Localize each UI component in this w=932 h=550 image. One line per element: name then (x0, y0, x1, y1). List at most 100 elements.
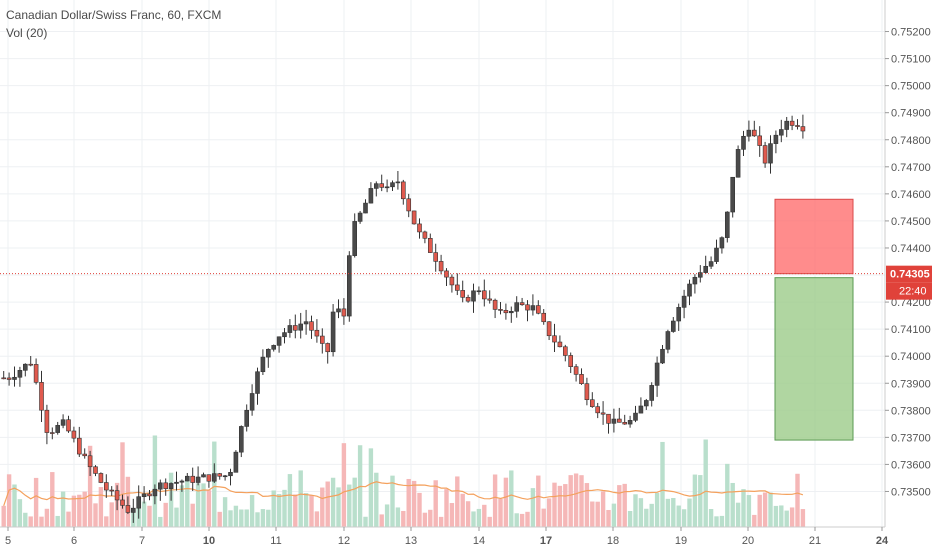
candle[interactable] (1, 377, 7, 380)
candle[interactable] (87, 455, 93, 468)
candle[interactable] (681, 295, 687, 308)
take-profit-zone[interactable] (774, 277, 854, 441)
candle[interactable] (22, 363, 28, 371)
candle[interactable] (147, 493, 152, 497)
candle[interactable] (417, 223, 422, 233)
candle[interactable] (400, 181, 406, 200)
candle[interactable] (309, 321, 314, 331)
candle[interactable] (703, 265, 709, 273)
candle[interactable] (546, 321, 552, 337)
candle[interactable] (109, 489, 114, 492)
candle[interactable] (638, 405, 644, 414)
candle[interactable] (368, 188, 374, 204)
candle[interactable] (390, 182, 395, 188)
candle[interactable] (136, 496, 141, 509)
candle[interactable] (152, 488, 158, 497)
candle[interactable] (373, 183, 379, 189)
candle[interactable] (751, 129, 757, 137)
candle[interactable] (44, 409, 50, 433)
candle[interactable] (190, 475, 195, 483)
candle[interactable] (222, 475, 228, 478)
candle[interactable] (298, 323, 304, 331)
candle[interactable] (212, 473, 217, 482)
candle[interactable] (687, 283, 692, 297)
candle[interactable] (724, 211, 730, 238)
volume-indicator-label[interactable]: Vol (20) (6, 26, 48, 40)
candle[interactable] (260, 356, 266, 373)
candle[interactable] (352, 221, 358, 256)
candle[interactable] (438, 261, 444, 272)
candle[interactable] (465, 297, 471, 302)
candle[interactable] (589, 399, 595, 407)
candle[interactable] (131, 507, 136, 513)
candle[interactable] (276, 336, 282, 346)
candle[interactable] (330, 311, 336, 353)
candle[interactable] (535, 305, 541, 314)
candle[interactable] (622, 422, 628, 425)
candle[interactable] (708, 261, 714, 267)
candle[interactable] (714, 247, 719, 262)
candle[interactable] (12, 376, 17, 380)
candle[interactable] (228, 472, 233, 477)
candle[interactable] (541, 312, 547, 323)
candle[interactable] (239, 426, 244, 453)
candle[interactable] (627, 420, 633, 425)
candle[interactable] (195, 476, 201, 483)
candle[interactable] (660, 348, 665, 364)
candle[interactable] (557, 341, 563, 348)
candle[interactable] (77, 437, 82, 455)
candle[interactable] (773, 134, 779, 144)
candle[interactable] (314, 329, 320, 337)
candle[interactable] (395, 181, 401, 184)
candle[interactable] (530, 305, 536, 311)
candle[interactable] (611, 418, 617, 424)
candle[interactable] (514, 302, 520, 312)
candle[interactable] (795, 125, 800, 127)
candle[interactable] (319, 335, 325, 344)
candle[interactable] (616, 418, 622, 423)
candle[interactable] (71, 430, 77, 439)
candle[interactable] (741, 135, 746, 150)
candle[interactable] (643, 400, 649, 407)
candle[interactable] (125, 505, 131, 513)
candle[interactable] (481, 290, 487, 300)
candle[interactable] (28, 363, 34, 366)
candle[interactable] (406, 198, 412, 212)
candle[interactable] (460, 290, 466, 298)
candle[interactable] (697, 272, 703, 278)
candle[interactable] (730, 176, 736, 213)
candle[interactable] (595, 406, 601, 414)
price-axis[interactable]: 0.75200 0.75100 0.75000 0.74900 0.74800 0.747… (885, 27, 931, 499)
candle[interactable] (384, 186, 390, 189)
candle[interactable] (665, 331, 671, 350)
candle[interactable] (265, 348, 271, 358)
candle[interactable] (757, 135, 763, 146)
candle[interactable] (114, 490, 120, 501)
candle[interactable] (519, 302, 525, 306)
stop-loss-zone[interactable] (774, 198, 854, 275)
candle[interactable] (341, 308, 347, 317)
candle[interactable] (573, 366, 579, 375)
time-axis[interactable]: 5 6 7 10 11 12 13 14 17 18 19 20 21 24 (5, 527, 889, 547)
candle[interactable] (606, 413, 611, 424)
candle[interactable] (800, 126, 806, 132)
candle[interactable] (768, 143, 773, 164)
candle[interactable] (735, 149, 741, 178)
candle[interactable] (39, 382, 44, 411)
candle[interactable] (498, 309, 503, 311)
candle[interactable] (584, 383, 590, 401)
candle[interactable] (379, 183, 385, 188)
candle[interactable] (163, 482, 168, 489)
candle[interactable] (325, 343, 331, 353)
candle[interactable] (503, 310, 509, 314)
candle[interactable] (789, 120, 795, 126)
candle[interactable] (179, 480, 185, 483)
candle[interactable] (287, 325, 293, 333)
candle[interactable] (719, 237, 725, 249)
candle[interactable] (168, 483, 174, 489)
candle[interactable] (336, 308, 341, 313)
candle[interactable] (244, 409, 249, 427)
candle[interactable] (471, 290, 476, 302)
candle[interactable] (66, 419, 71, 432)
